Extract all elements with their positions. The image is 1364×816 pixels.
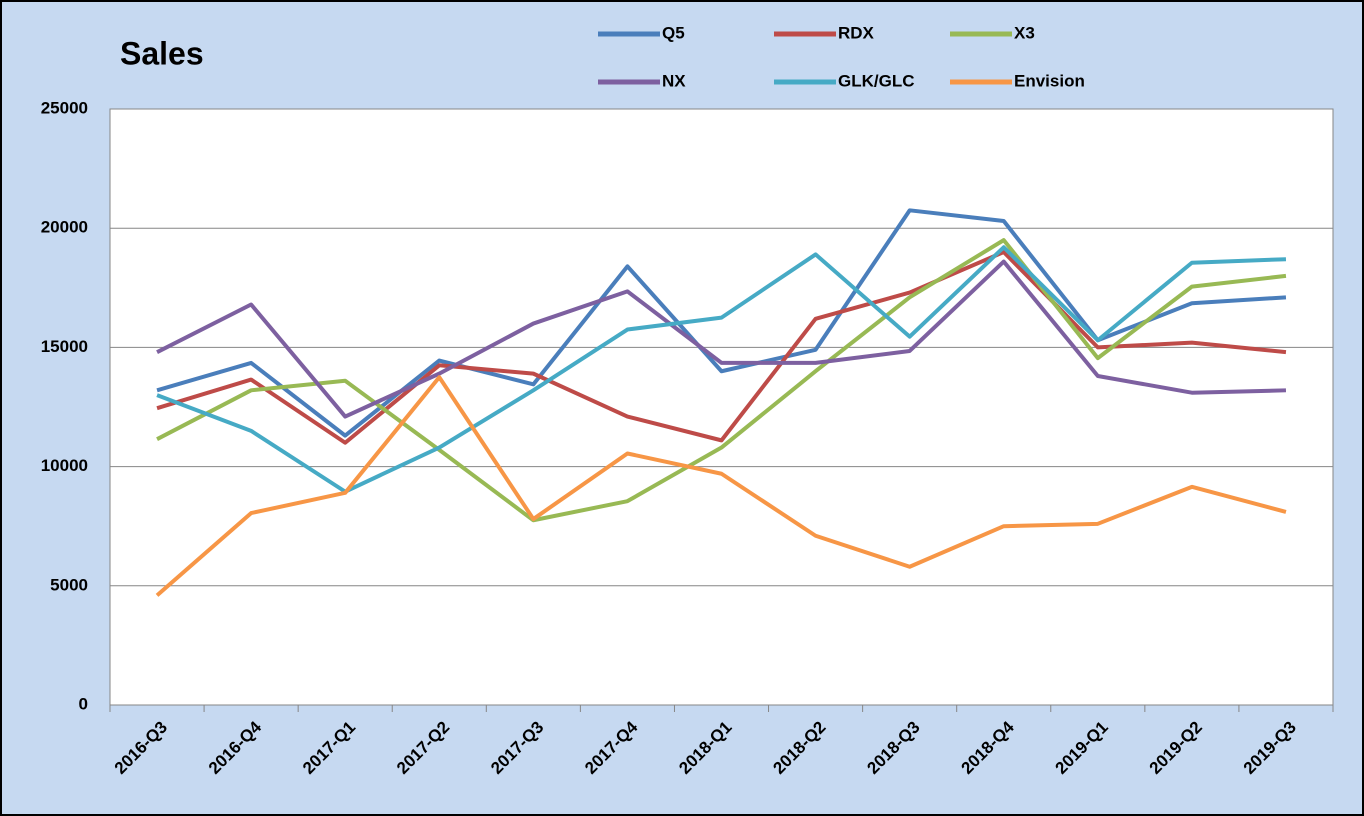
line xyxy=(156,238,1287,523)
legend-label: X3 xyxy=(1014,23,1035,42)
line xyxy=(156,250,1287,445)
legend-label: RDX xyxy=(838,23,875,42)
line xyxy=(156,259,1287,419)
legend-label: Q5 xyxy=(662,23,685,42)
legend-label: Envision xyxy=(1014,71,1085,90)
y-tick-label: 10000 xyxy=(41,456,88,475)
y-tick-label: 15000 xyxy=(41,337,88,356)
legend-label: NX xyxy=(662,71,686,90)
plot-area xyxy=(109,108,1334,706)
y-tick-label: 5000 xyxy=(50,575,88,594)
line xyxy=(155,375,1287,597)
legend-label: GLK/GLC xyxy=(838,71,915,90)
y-tick-label: 20000 xyxy=(41,218,88,237)
y-tick-label: 0 xyxy=(79,694,88,713)
chart-title: Sales xyxy=(120,35,204,71)
y-tick-label: 25000 xyxy=(41,98,88,117)
